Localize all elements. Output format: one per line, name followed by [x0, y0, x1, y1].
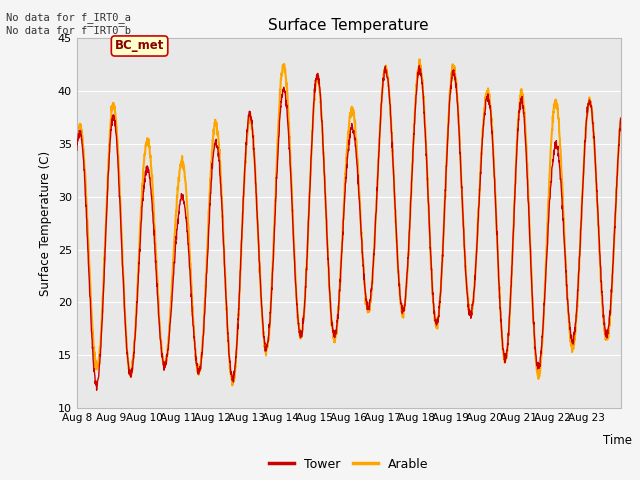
- Text: No data for f̅IRT0̅b: No data for f̅IRT0̅b: [6, 26, 131, 36]
- Title: Surface Temperature: Surface Temperature: [269, 18, 429, 33]
- Text: BC_met: BC_met: [115, 39, 164, 52]
- Legend: Tower, Arable: Tower, Arable: [264, 453, 433, 476]
- Y-axis label: Surface Temperature (C): Surface Temperature (C): [39, 151, 52, 296]
- X-axis label: Time: Time: [603, 434, 632, 447]
- Text: No data for f_IRT0_a: No data for f_IRT0_a: [6, 12, 131, 23]
